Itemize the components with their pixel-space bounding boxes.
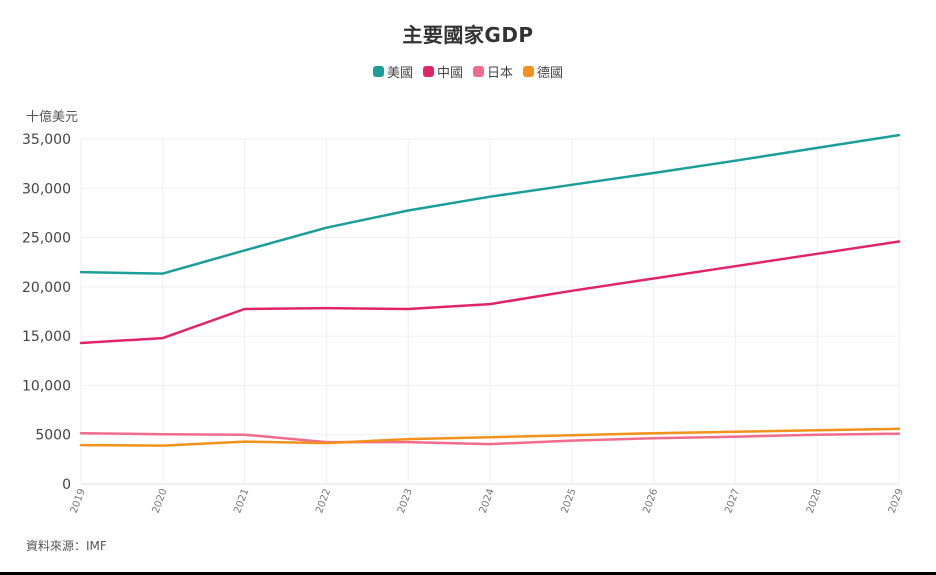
series-line-日本 <box>79 431 901 446</box>
series-line-德國 <box>79 427 901 447</box>
y-tick-label: 0 <box>62 477 71 493</box>
x-tick-label: 2021 <box>232 487 251 515</box>
y-tick-label: 20,000 <box>22 280 71 296</box>
y-tick-label: 25,000 <box>22 231 71 247</box>
legend-swatch <box>372 66 384 77</box>
chart-title: 主要國家GDP <box>402 23 534 47</box>
x-tick-label: 2025 <box>560 487 579 515</box>
y-tick-label: 10,000 <box>22 378 71 394</box>
y-tick-label: 15,000 <box>22 329 71 345</box>
legend-swatch <box>473 66 484 77</box>
legend-swatch <box>422 66 434 77</box>
legend-item[interactable]: 德國 <box>523 62 563 81</box>
legend-swatch <box>523 66 535 77</box>
x-tick-label: 2024 <box>478 487 497 515</box>
y-tick-label: 30,000 <box>22 181 71 197</box>
legend-label: 美國 <box>386 66 413 81</box>
legend-label: 德國 <box>537 66 564 81</box>
chart-legend: 美國 中國 日本 德國 <box>0 62 936 81</box>
legend-item[interactable]: 日本 <box>473 62 513 81</box>
x-tick-label: 2029 <box>887 487 906 515</box>
y-tick-label: 5000 <box>35 428 71 444</box>
y-tick-label: 35,000 <box>22 132 71 148</box>
series-line-美國 <box>79 133 901 275</box>
x-tick-label: 2019 <box>69 487 88 515</box>
x-tick-label: 2022 <box>314 487 333 515</box>
x-tick-label: 2020 <box>151 487 170 515</box>
x-tick-label: 2026 <box>641 487 660 515</box>
legend-label: 日本 <box>487 66 514 81</box>
x-tick-label: 2023 <box>396 487 415 515</box>
legend-item[interactable]: 美國 <box>372 62 413 81</box>
bottom-rule <box>0 572 936 575</box>
x-tick-label: 2027 <box>723 487 742 515</box>
legend-item[interactable]: 中國 <box>422 62 463 81</box>
source-note: 資料來源：IMF <box>26 539 107 553</box>
legend-label: 中國 <box>436 66 463 81</box>
y-axis-unit-label: 十億美元 <box>26 110 79 125</box>
x-tick-label: 2028 <box>805 487 824 515</box>
series-line-中國 <box>79 240 901 345</box>
